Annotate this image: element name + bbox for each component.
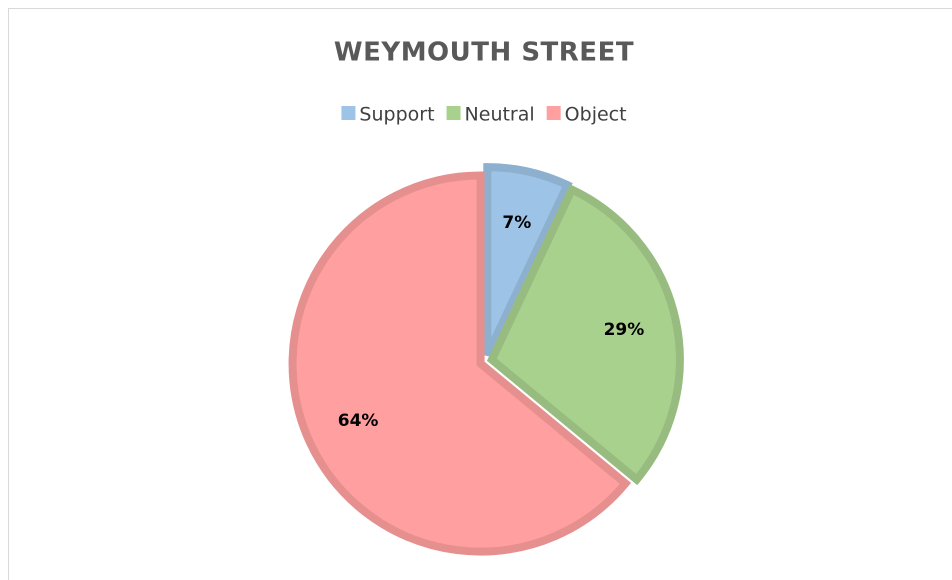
legend-label: Support (359, 104, 434, 126)
legend-label: Object (565, 104, 627, 126)
pie-slice (486, 184, 684, 486)
data-label: 29% (604, 320, 645, 340)
pie-slice (288, 171, 632, 556)
legend-swatch (341, 106, 356, 120)
chart-title: WEYMOUTH STREET (334, 38, 634, 68)
legend-swatch (446, 106, 461, 120)
data-label: 7% (502, 213, 531, 233)
legend-swatch (546, 106, 561, 120)
legend-label: Neutral (465, 104, 535, 126)
legend: Support Neutral Object (341, 104, 627, 126)
pie-slice (483, 163, 573, 357)
data-label: 64% (338, 411, 379, 431)
